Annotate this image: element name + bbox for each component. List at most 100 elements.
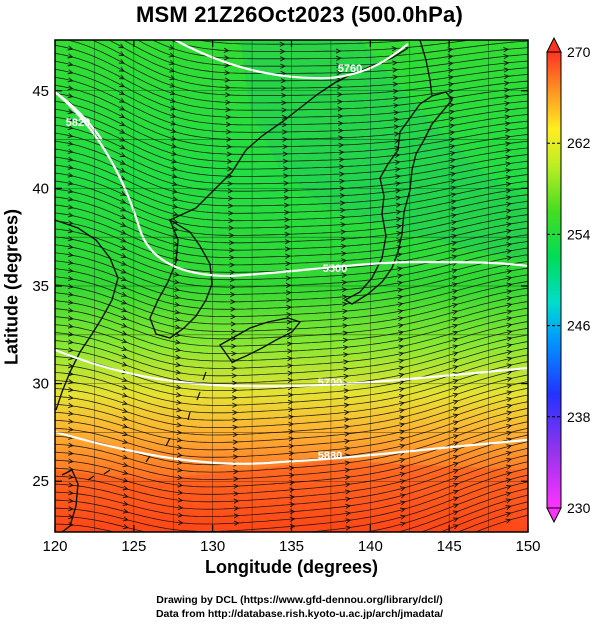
wind-arrowhead bbox=[121, 307, 128, 313]
wind-arrowhead bbox=[122, 524, 129, 530]
y-axis-title: Latitude (degrees) bbox=[1, 208, 22, 366]
wind-arrowhead bbox=[344, 460, 351, 466]
wind-arrowhead bbox=[287, 392, 294, 398]
contour-line bbox=[55, 91, 528, 278]
wind-arrowhead bbox=[232, 409, 239, 416]
wind-arrowhead bbox=[122, 415, 129, 421]
wind-arrowhead bbox=[67, 180, 74, 186]
wind-arrowhead bbox=[345, 518, 352, 524]
wind-arrowhead bbox=[170, 105, 177, 111]
wind-arrowhead bbox=[288, 428, 295, 435]
contour-line bbox=[55, 430, 528, 465]
wind-arrowhead bbox=[225, 121, 232, 128]
colorbar-tick-label: 254 bbox=[567, 226, 591, 242]
wind-arrowhead bbox=[505, 208, 512, 214]
wind-arrowhead bbox=[175, 347, 182, 353]
wind-arrowhead bbox=[337, 91, 343, 98]
streamline bbox=[420, 494, 528, 532]
wind-arrowhead bbox=[280, 85, 287, 91]
wind-arrowhead bbox=[398, 330, 405, 336]
wind-arrowhead bbox=[505, 168, 512, 174]
wind-arrowhead bbox=[177, 489, 184, 496]
wind-arrowhead bbox=[452, 302, 459, 308]
wind-arrowhead bbox=[337, 99, 344, 105]
wind-arrowhead bbox=[120, 253, 127, 258]
wind-arrowhead bbox=[67, 283, 74, 289]
wind-arrowhead bbox=[168, 52, 175, 58]
wind-arrowhead bbox=[119, 82, 125, 88]
wind-arrowhead bbox=[343, 373, 350, 379]
colorbar-tick-label: 230 bbox=[567, 500, 591, 516]
streamline bbox=[55, 487, 528, 532]
contour-label: 5700 bbox=[318, 377, 342, 389]
wind-arrowhead bbox=[506, 444, 513, 450]
wind-arrowhead bbox=[174, 324, 181, 330]
wind-arrowhead bbox=[67, 196, 74, 202]
wind-arrowhead bbox=[448, 109, 455, 115]
wind-arrowhead bbox=[503, 60, 510, 66]
wind-arrowhead bbox=[286, 297, 292, 303]
wind-arrowhead bbox=[452, 420, 459, 426]
wind-arrowhead bbox=[230, 314, 237, 320]
wind-arrowhead bbox=[448, 74, 455, 81]
wind-arrowhead bbox=[398, 386, 405, 393]
wind-arrowhead bbox=[392, 81, 399, 87]
wind-arrowhead bbox=[284, 209, 290, 216]
wind-arrowhead bbox=[172, 211, 179, 217]
wind-arrowhead bbox=[67, 132, 74, 138]
wind-arrowhead bbox=[232, 446, 239, 452]
wind-arrowhead bbox=[67, 124, 74, 131]
wind-arrowhead bbox=[397, 280, 404, 286]
wind-arrowhead bbox=[68, 482, 75, 488]
wind-arrowhead bbox=[505, 518, 512, 524]
wind-arrowhead bbox=[449, 137, 456, 143]
wind-arrowhead bbox=[505, 498, 512, 504]
wind-arrowhead bbox=[227, 181, 234, 187]
credits: Drawing by DCL (https://www.gfd-dennou.o… bbox=[0, 593, 599, 621]
wind-arrowhead bbox=[451, 275, 458, 281]
wind-arrowhead bbox=[120, 191, 127, 196]
wind-arrowhead bbox=[68, 387, 74, 393]
wind-arrowhead bbox=[505, 505, 512, 511]
wind-arrowhead bbox=[452, 399, 459, 405]
wind-arrowhead bbox=[345, 503, 352, 509]
wind-arrowhead bbox=[233, 498, 240, 504]
wind-arrowhead bbox=[174, 301, 181, 307]
wind-arrowhead bbox=[400, 521, 407, 527]
wind-arrowhead bbox=[452, 289, 459, 295]
wind-arrowhead bbox=[450, 199, 457, 205]
wind-arrowhead bbox=[506, 242, 513, 248]
wind-arrowhead bbox=[228, 240, 235, 246]
streamline bbox=[45, 0, 539, 8]
wind-arrowhead bbox=[122, 508, 129, 514]
wind-arrowhead bbox=[175, 362, 182, 368]
wind-arrowhead bbox=[67, 85, 74, 91]
wind-arrowhead bbox=[120, 237, 127, 243]
streamline bbox=[151, 40, 528, 60]
wind-arrowhead bbox=[120, 260, 127, 266]
x-tick-label: 140 bbox=[358, 538, 383, 555]
wind-arrowhead bbox=[68, 506, 75, 512]
wind-arrowhead bbox=[339, 171, 345, 177]
wind-arrowhead bbox=[231, 365, 238, 371]
wind-arrowhead bbox=[344, 438, 351, 444]
wind-arrowhead bbox=[176, 429, 183, 435]
wind-arrowhead bbox=[506, 228, 513, 234]
contour-line bbox=[55, 91, 103, 141]
wind-arrowhead bbox=[339, 178, 346, 184]
wind-arrowhead bbox=[447, 61, 454, 67]
wind-arrowhead bbox=[339, 164, 345, 170]
wind-arrowhead bbox=[394, 159, 401, 166]
wind-arrowhead bbox=[280, 56, 286, 62]
wind-arrowhead bbox=[451, 240, 458, 246]
wind-arrowhead bbox=[122, 493, 129, 499]
streamline bbox=[45, 0, 539, 22]
wind-arrowhead bbox=[230, 291, 236, 298]
wind-arrowhead bbox=[121, 377, 128, 383]
wind-arrowhead bbox=[344, 424, 351, 430]
wind-arrowhead bbox=[503, 74, 510, 80]
wind-arrowhead bbox=[281, 100, 288, 106]
wind-arrowhead bbox=[67, 299, 74, 305]
wind-arrowhead bbox=[340, 243, 347, 249]
wind-arrowhead bbox=[122, 516, 129, 522]
